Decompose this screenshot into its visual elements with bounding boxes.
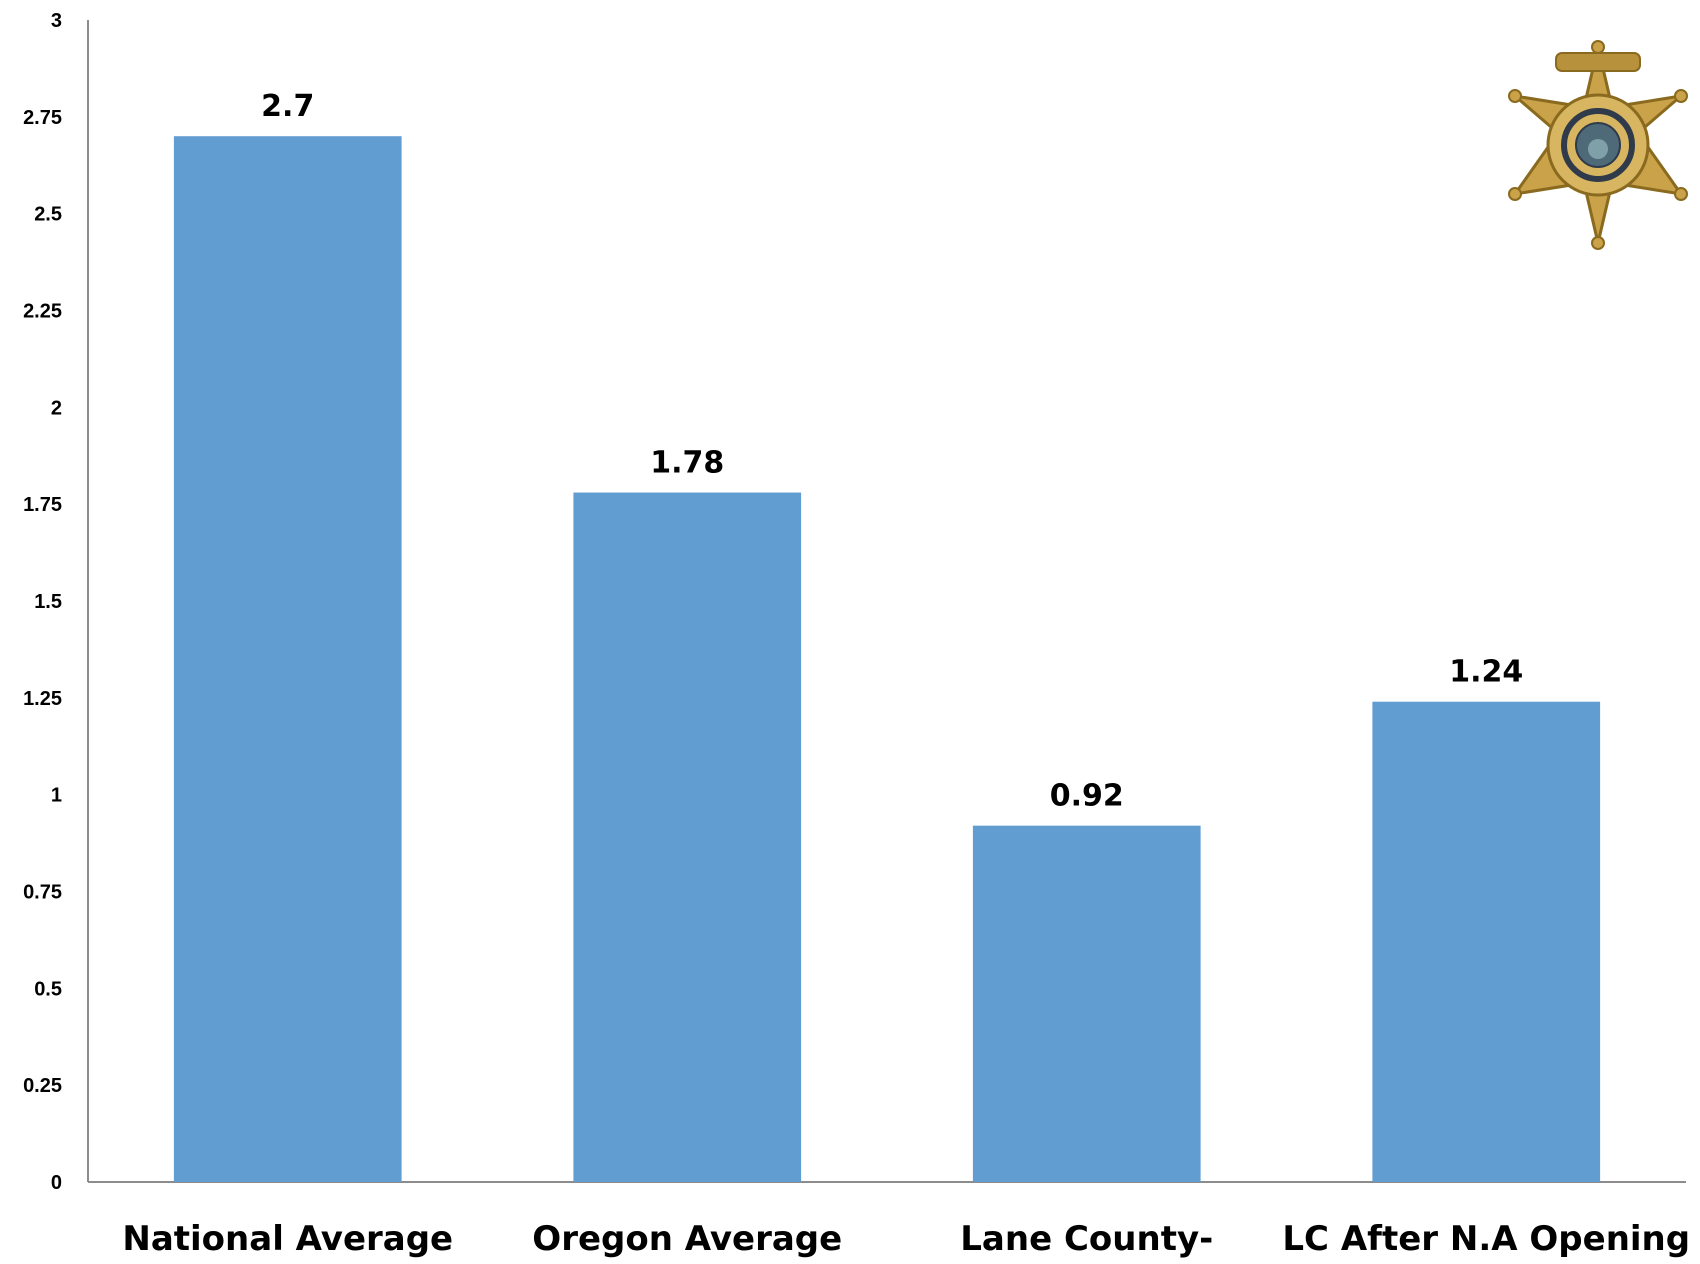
bar [173,136,402,1183]
y-tick-label: 0.5 [34,978,62,1000]
bar-value-label: 0.92 [1050,779,1124,814]
category-label: Oregon Average [532,1219,842,1259]
bar [1372,701,1601,1182]
bar-value-label: 2.7 [261,89,314,124]
bars-group [173,136,1601,1183]
category-labels-group: National Average Oregon Average Lane Count… [122,1219,1690,1259]
y-axis-ticks: 0 0.25 0.5 0.75 1 1.25 1.5 1.75 2 2.25 2.5 2.75 3 [23,10,62,1194]
category-label: National Average [122,1219,453,1259]
y-tick-label: 2 [51,397,62,419]
bar [573,492,802,1183]
y-tick-label: 0.75 [23,882,62,904]
sheriff-star-badge-icon [1508,40,1688,250]
y-tick-label: 2.5 [34,204,62,226]
y-tick-label: 1.5 [34,591,62,613]
y-tick-label: 1.25 [23,688,62,710]
y-tick-label: 0 [51,1172,62,1194]
y-tick-label: 2.75 [23,107,62,129]
y-tick-label: 2.25 [23,301,62,323]
bar-value-label: 1.78 [650,446,724,481]
bar-value-label: 1.24 [1449,655,1523,690]
y-tick-label: 1 [51,785,62,807]
y-tick-label: 0.25 [23,1075,62,1097]
bar [972,825,1201,1182]
value-labels-group: 2.7 1.78 0.92 1.24 [261,89,1523,813]
category-label: LC After N.A Opening [1282,1219,1690,1259]
category-label: Lane County- [960,1219,1213,1259]
y-tick-label: 1.75 [23,494,62,516]
y-tick-label: 3 [51,10,62,32]
